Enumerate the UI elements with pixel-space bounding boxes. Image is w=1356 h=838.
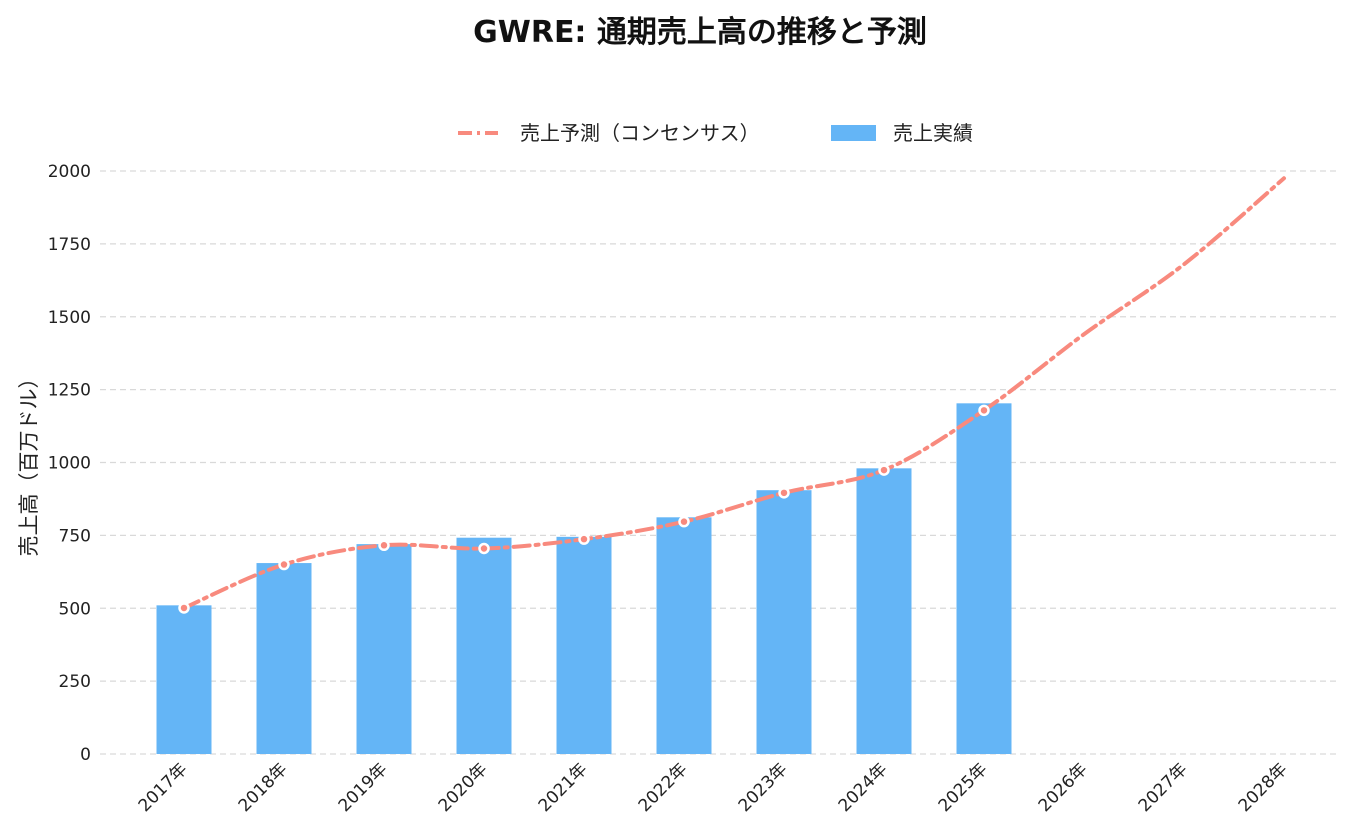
y-axis-ticks: 0 250 500 750 1000 1250 1500 1750 2000 xyxy=(48,162,91,765)
legend-label-forecast: 売上予測（コンセンサス） xyxy=(520,121,760,145)
bar-2017年 xyxy=(156,605,212,754)
forecast-point-2025年 xyxy=(978,404,990,417)
forecast-point-2024年 xyxy=(878,464,890,476)
legend-bar-swatch xyxy=(831,125,876,141)
bar-2024年 xyxy=(856,468,912,754)
x-tick-label: 2026年 xyxy=(1035,759,1092,816)
y-tick-label: 1750 xyxy=(48,235,91,255)
y-tick-label: 1000 xyxy=(48,454,91,474)
y-tick-label: 1500 xyxy=(48,308,91,328)
legend: 売上予測（コンセンサス） 売上実績 xyxy=(458,121,973,145)
x-tick-label: 2020年 xyxy=(435,759,492,816)
forecast-point-2019年 xyxy=(378,539,390,552)
x-tick-label: 2019年 xyxy=(335,759,392,816)
bar-2025年 xyxy=(956,403,1012,754)
forecast-point-2017年 xyxy=(178,602,190,614)
forecast-point-2023年 xyxy=(778,487,790,499)
forecast-line xyxy=(182,176,1286,610)
x-tick-label: 2018年 xyxy=(235,759,292,816)
y-tick-label: 2000 xyxy=(48,162,91,182)
y-tick-label: 0 xyxy=(80,745,91,765)
x-tick-label: 2028年 xyxy=(1235,759,1292,816)
y-axis-label: 売上高（百万ドル） xyxy=(17,368,41,557)
x-tick-label: 2021年 xyxy=(535,759,592,816)
bar-2019年 xyxy=(356,544,412,754)
legend-label-actual: 売上実績 xyxy=(893,121,973,145)
grid-lines xyxy=(100,170,1340,755)
x-axis-ticks: 2017年 2018年 2019年 2020年 2021年 2022年 2023年 2024年… xyxy=(135,759,1292,816)
line-series xyxy=(178,176,1286,614)
y-tick-label: 1250 xyxy=(48,381,91,401)
bar-2023年 xyxy=(756,490,812,754)
x-tick-label: 2024年 xyxy=(835,759,892,816)
forecast-point-2022年 xyxy=(678,515,690,528)
x-tick-label: 2025年 xyxy=(935,759,992,816)
bar-2020年 xyxy=(456,537,512,754)
bar-2018年 xyxy=(256,563,312,754)
y-tick-label: 250 xyxy=(59,672,91,692)
bar-2022年 xyxy=(656,517,712,754)
bar-series xyxy=(156,403,1012,754)
y-tick-label: 750 xyxy=(59,526,91,546)
forecast-point-2020年 xyxy=(478,542,490,555)
x-tick-label: 2023年 xyxy=(735,759,792,816)
forecast-point-2018年 xyxy=(278,558,290,571)
y-tick-label: 500 xyxy=(59,599,91,619)
bar-2021年 xyxy=(556,536,612,754)
forecast-point-2021年 xyxy=(578,533,590,545)
x-tick-label: 2017年 xyxy=(135,759,192,816)
x-tick-label: 2027年 xyxy=(1135,759,1192,816)
chart-title: GWRE: 通期売上高の推移と予測 xyxy=(473,15,927,50)
x-tick-label: 2022年 xyxy=(635,759,692,816)
